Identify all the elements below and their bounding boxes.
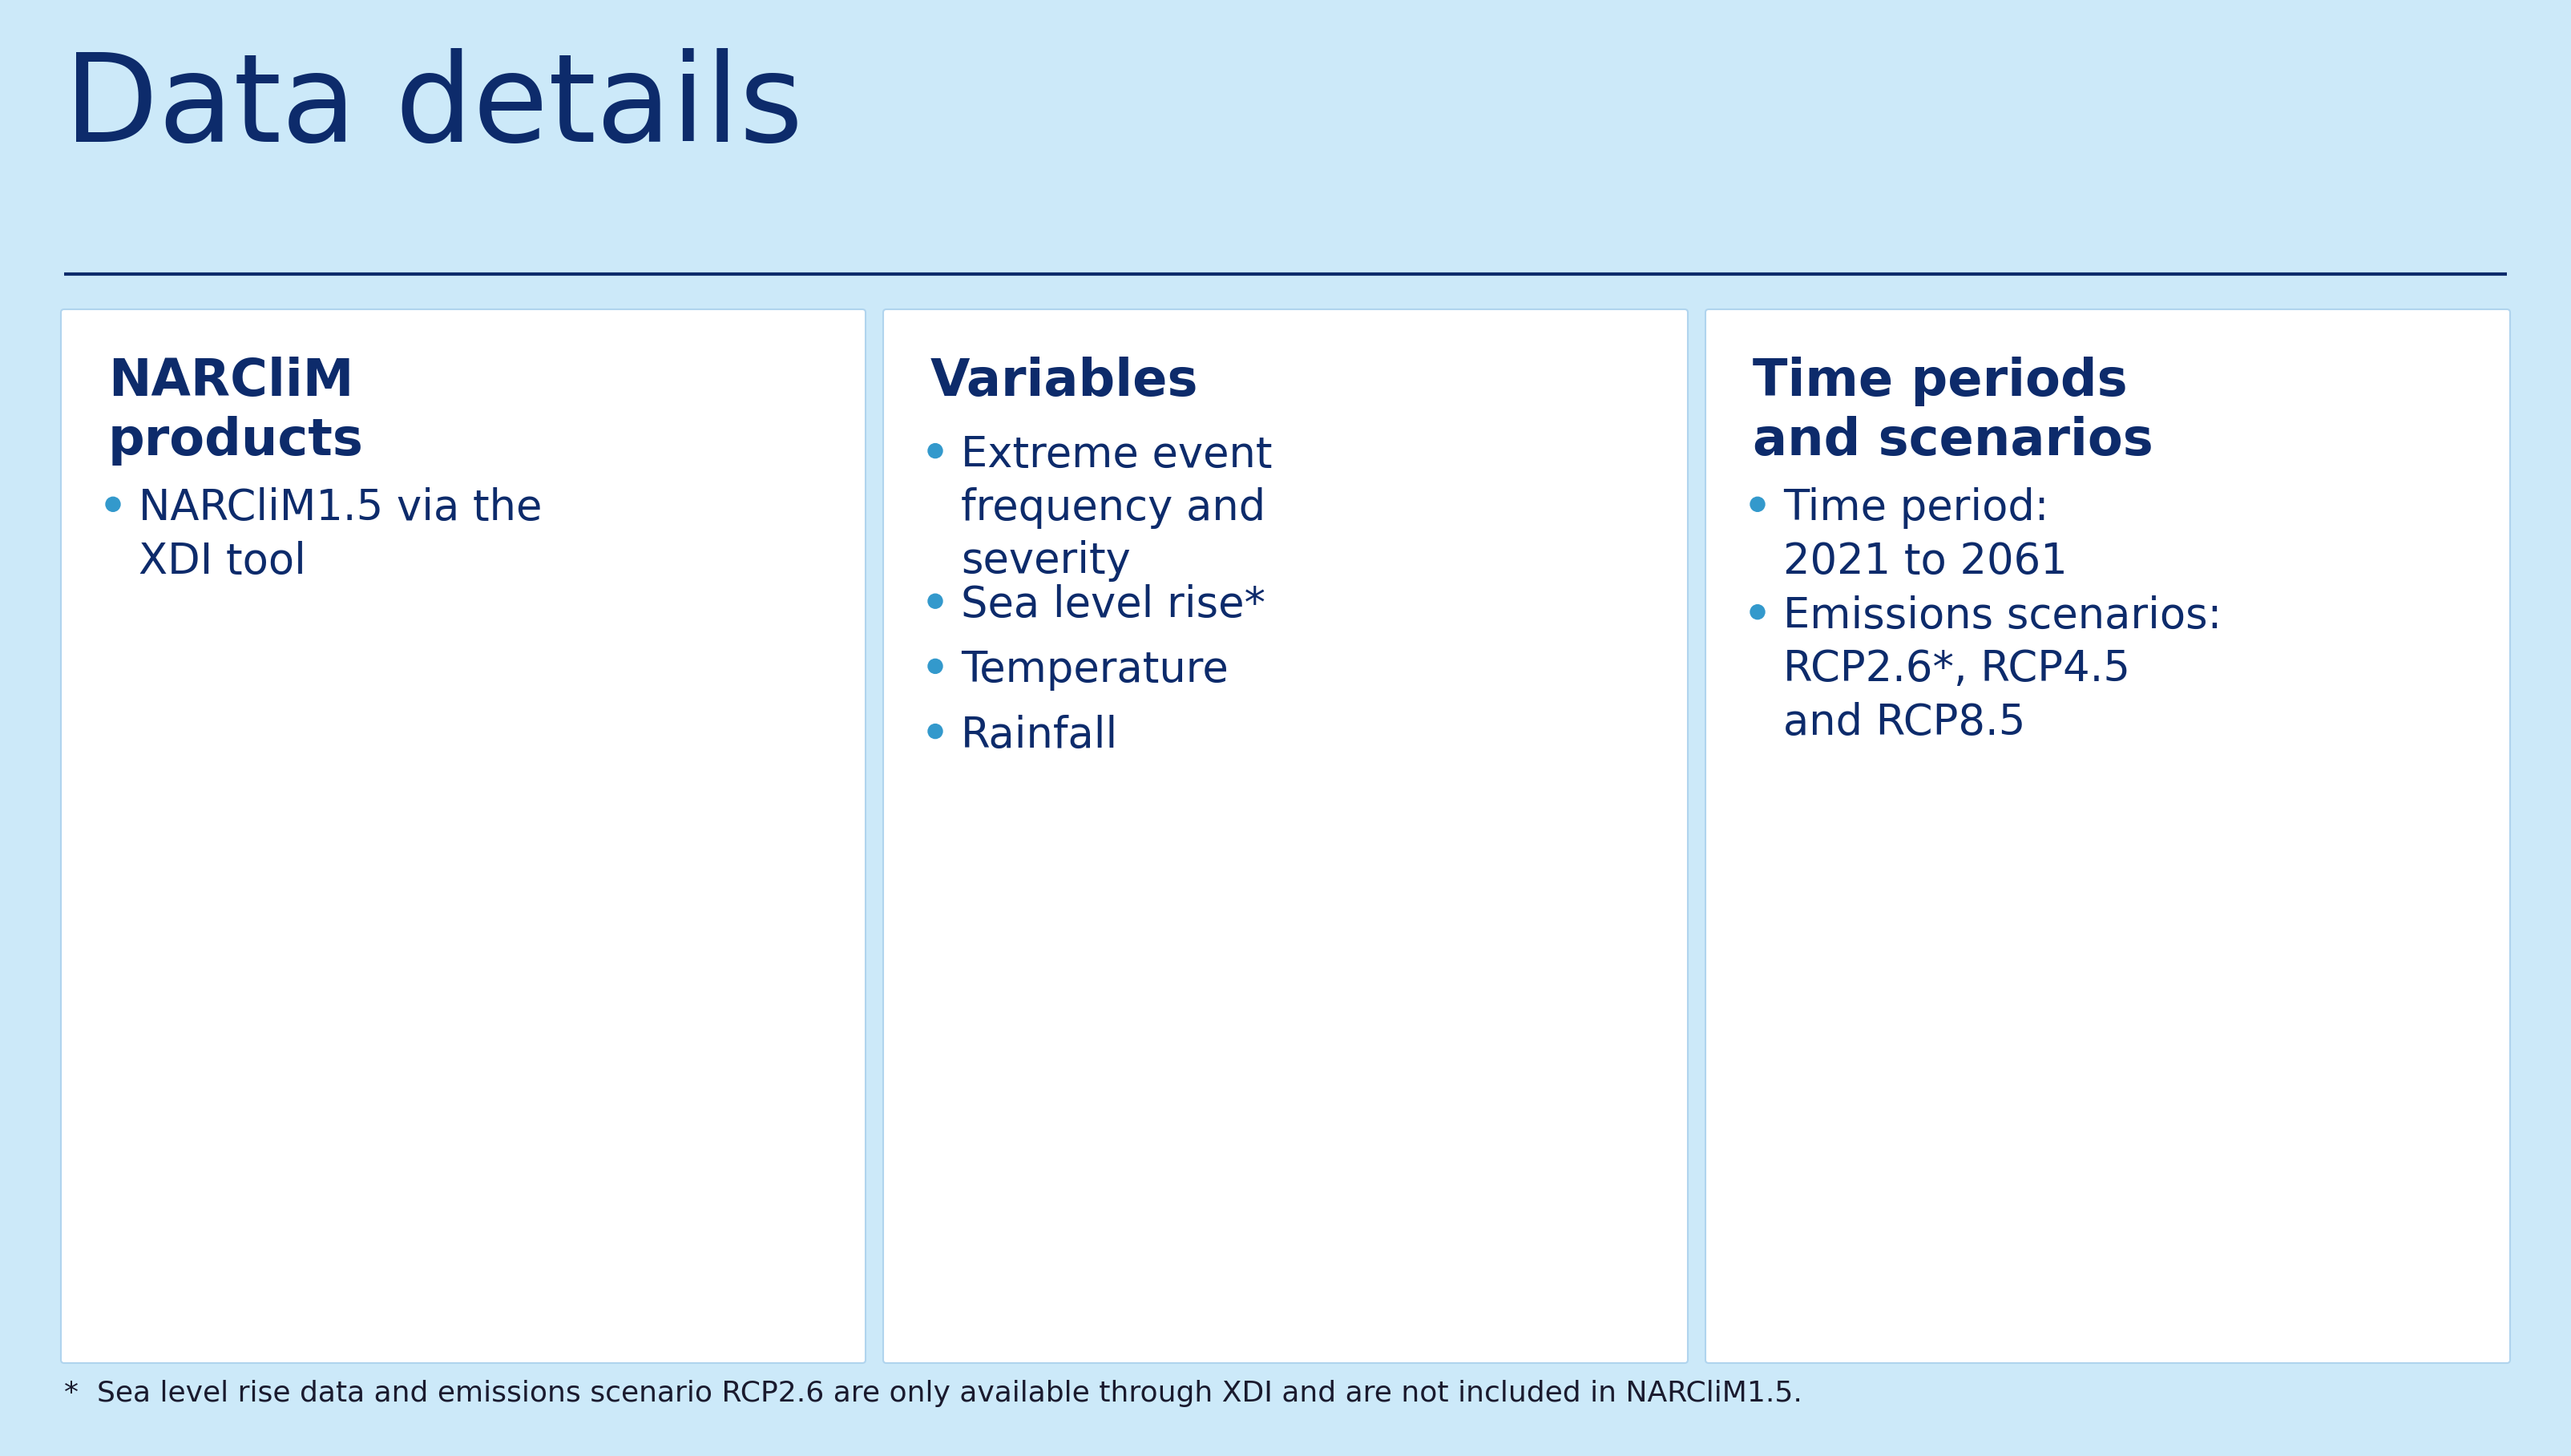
Circle shape bbox=[928, 594, 944, 609]
FancyBboxPatch shape bbox=[62, 309, 866, 1363]
FancyBboxPatch shape bbox=[1705, 309, 2509, 1363]
Text: Emissions scenarios:
RCP2.6*, RCP4.5
and RCP8.5: Emissions scenarios: RCP2.6*, RCP4.5 and… bbox=[1784, 596, 2221, 743]
Text: Temperature: Temperature bbox=[962, 649, 1229, 692]
Text: *  Sea level rise data and emissions scenario RCP2.6 are only available through : * Sea level rise data and emissions scen… bbox=[64, 1380, 1802, 1406]
Circle shape bbox=[1751, 496, 1764, 511]
Text: Data details: Data details bbox=[64, 48, 802, 167]
Text: NARCliM1.5 via the
XDI tool: NARCliM1.5 via the XDI tool bbox=[139, 488, 542, 582]
Text: Time periods
and scenarios: Time periods and scenarios bbox=[1753, 357, 2154, 466]
FancyBboxPatch shape bbox=[884, 309, 1687, 1363]
Circle shape bbox=[928, 724, 944, 738]
Text: Sea level rise*: Sea level rise* bbox=[962, 584, 1265, 626]
Text: Extreme event
frequency and
severity: Extreme event frequency and severity bbox=[962, 434, 1273, 582]
Circle shape bbox=[928, 444, 944, 459]
Text: Variables: Variables bbox=[931, 357, 1198, 406]
Circle shape bbox=[1751, 604, 1764, 619]
Text: Time period:
2021 to 2061: Time period: 2021 to 2061 bbox=[1784, 488, 2067, 582]
Circle shape bbox=[105, 496, 121, 511]
Circle shape bbox=[928, 660, 944, 674]
Text: NARCliM
products: NARCliM products bbox=[108, 357, 363, 466]
Text: Rainfall: Rainfall bbox=[962, 715, 1118, 756]
